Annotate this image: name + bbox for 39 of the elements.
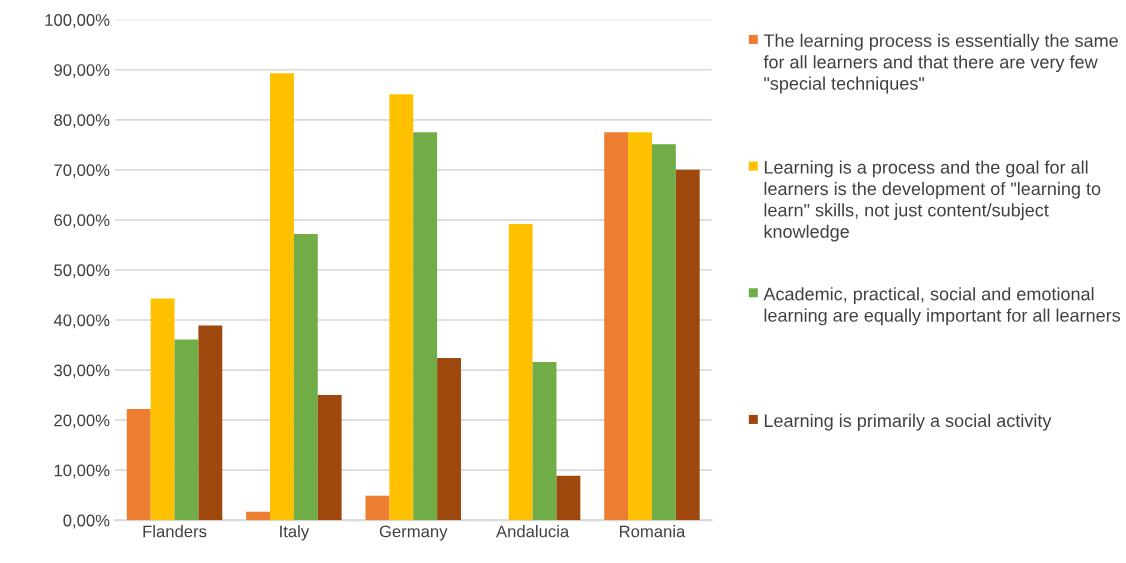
bar	[246, 511, 271, 521]
y-tick-label: 90,00%	[54, 64, 110, 78]
y-tick-label: 60,00%	[54, 214, 110, 229]
bar	[556, 475, 581, 521]
legend-label: Learning is a process and the goal for all learners is the development of "learning to learn" skills, not just content/subject knowledge	[764, 160, 1101, 242]
x-tick-label: Germany	[379, 525, 448, 541]
bar	[365, 495, 390, 521]
x-tick-label: Andalucia	[496, 525, 570, 538]
bar	[604, 132, 629, 521]
y-tick-label: 10,00%	[54, 464, 110, 479]
bar	[532, 362, 557, 521]
bar	[270, 73, 294, 521]
y-tick-label: 70,00%	[54, 164, 110, 179]
x-tick-label: Romania	[619, 525, 686, 538]
y-tick-label: 20,00%	[54, 414, 110, 429]
y-tick-label: 50,00%	[54, 264, 110, 279]
bar	[628, 132, 652, 521]
bar	[317, 395, 342, 521]
y-tick-label: 0,00%	[63, 514, 110, 529]
bar	[150, 298, 175, 521]
bar	[126, 409, 151, 521]
y-tick-label: 80,00%	[54, 114, 110, 128]
legend-label: Learning is primarily a social activity	[764, 413, 1052, 431]
bar	[413, 132, 438, 521]
y-tick-label: 30,00%	[54, 364, 110, 379]
x-tick-label: Flanders	[143, 525, 207, 538]
bar	[389, 94, 414, 521]
y-tick-label: 100,00%	[45, 14, 110, 28]
bar	[174, 339, 199, 521]
legend-label: Academic, practical, social and emotional learning are equally important for all learners	[763, 287, 1121, 326]
bar	[293, 233, 318, 521]
bar	[198, 325, 223, 521]
legend-label: The learning process is essentially the same for all learners and that there are very few "special techniques"	[763, 33, 1118, 94]
x-tick-label: Italy	[280, 525, 310, 541]
bar	[437, 358, 461, 521]
y-tick-label: 40,00%	[53, 314, 110, 329]
bar	[508, 223, 533, 521]
bar	[675, 169, 700, 521]
bar	[651, 144, 676, 521]
